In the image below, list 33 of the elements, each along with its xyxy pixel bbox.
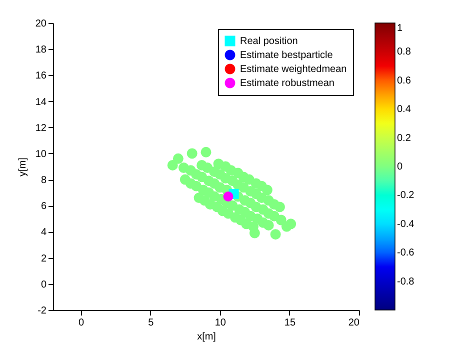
legend-label: Estimate bestparticle xyxy=(240,50,334,61)
legend-label: Estimate robustmean xyxy=(240,78,334,89)
color-bar-label: -0.2 xyxy=(397,190,415,202)
x-axis-title: x[m] xyxy=(197,332,216,342)
legend-label: Estimate weightedmean xyxy=(240,64,347,75)
color-bar-label: -0.6 xyxy=(397,248,415,259)
y-tick-label: 20 xyxy=(35,18,47,30)
color-bar-label: 0 xyxy=(397,162,403,172)
y-tick-label: 8 xyxy=(40,175,47,186)
x-tick-label: 5 xyxy=(148,318,154,328)
x-tick-label: 10 xyxy=(214,318,226,328)
color-bar-label: 0.4 xyxy=(397,104,412,116)
y-tick-label: 0 xyxy=(40,279,47,290)
color-bar-label: -0.8 xyxy=(397,276,415,288)
y-tick-label: 6 xyxy=(40,201,47,212)
y-tick-label: 14 xyxy=(35,96,47,108)
x-tick-label: 15 xyxy=(284,318,296,328)
y-tick-label: 10 xyxy=(35,148,47,160)
y-tick-label: 12 xyxy=(35,122,47,134)
legend-label: Real position xyxy=(240,36,298,47)
color-bar-label: 1 xyxy=(397,23,403,34)
x-tick-label: 20 xyxy=(348,318,360,328)
y-tick-label: 4 xyxy=(40,227,47,238)
y-axis-title: y[m] xyxy=(17,157,28,176)
y-tick-label: -2 xyxy=(38,306,47,316)
color-bar-label: 0.6 xyxy=(397,75,412,86)
y-tick-label: 16 xyxy=(35,70,47,82)
x-tick-label: 0 xyxy=(78,318,85,328)
y-tick-label: 18 xyxy=(35,44,47,56)
color-bar-label: -0.4 xyxy=(397,218,415,230)
y-tick-label: 2 xyxy=(40,253,47,264)
color-bar-label: 0.8 xyxy=(397,46,412,58)
color-bar-label: 0.2 xyxy=(397,132,412,144)
